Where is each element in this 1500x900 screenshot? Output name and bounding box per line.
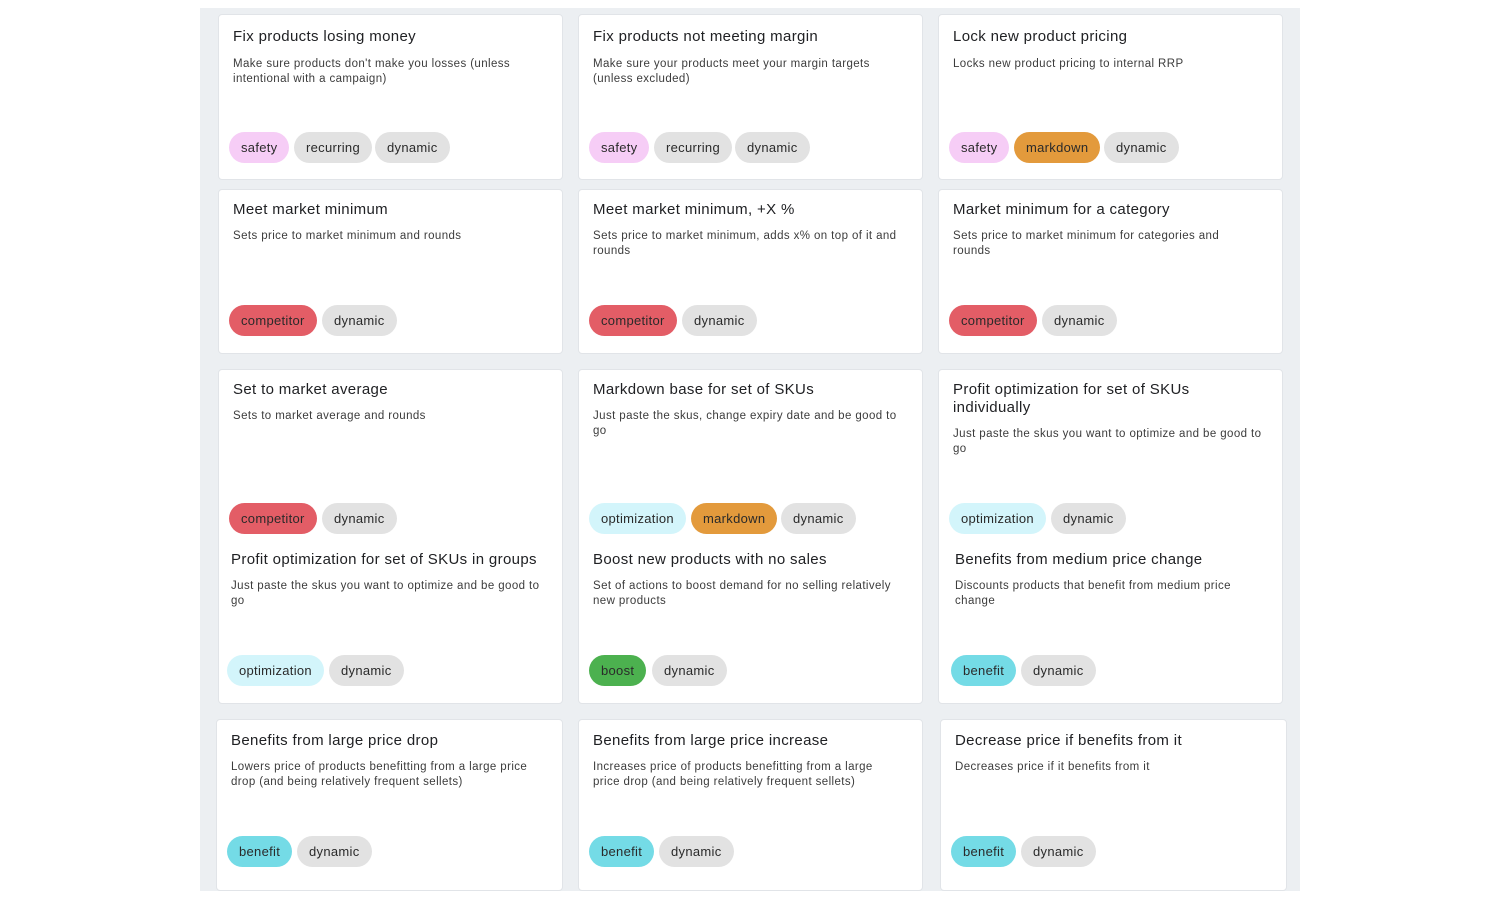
tag-dynamic[interactable]: dynamic: [1021, 836, 1096, 867]
tag-competitor[interactable]: competitor: [589, 305, 677, 336]
tag-dynamic[interactable]: dynamic: [659, 836, 734, 867]
template-card-benefits-large-price-increase[interactable]: Benefits from large price increase Incre…: [578, 719, 923, 891]
tag-optimization[interactable]: optimization: [949, 503, 1046, 534]
card-title-boost-new-products[interactable]: Boost new products with no sales: [593, 551, 827, 568]
card-title: Meet market minimum: [233, 201, 389, 218]
template-card-fix-products-not-meeting-margin[interactable]: Fix products not meeting margin Make sur…: [578, 14, 923, 180]
card-description: Make sure your products meet your margin…: [593, 58, 870, 85]
card-title: Decrease price if benefits from it: [955, 732, 1182, 749]
template-card-profit-optimization-individually[interactable]: Profit optimization for set of SKUs indi…: [938, 369, 1283, 704]
card-title: Benefits from large price increase: [593, 732, 829, 749]
template-card-meet-market-minimum[interactable]: Meet market minimum Sets price to market…: [218, 189, 563, 354]
tag-dynamic[interactable]: dynamic: [652, 655, 727, 686]
tag-safety[interactable]: safety: [949, 132, 1010, 163]
tag-benefit[interactable]: benefit: [589, 836, 655, 867]
card-description: Just paste the skus, change expiry date …: [593, 410, 897, 437]
template-card-fix-products-losing-money[interactable]: Fix products losing money Make sure prod…: [218, 14, 563, 180]
card-description: Sets to market average and rounds: [233, 410, 426, 422]
card-description: Locks new product pricing to internal RR…: [953, 58, 1184, 70]
template-board: Fix products losing money Make sure prod…: [200, 8, 1300, 891]
card-description: Lowers price of products benefitting fro…: [231, 761, 528, 788]
card-title-benefits-medium-price-change[interactable]: Benefits from medium price change: [955, 551, 1203, 568]
template-card-market-minimum-for-category[interactable]: Market minimum for a category Sets price…: [938, 189, 1283, 354]
tag-dynamic[interactable]: dynamic: [375, 132, 450, 163]
card-title: Lock new product pricing: [953, 28, 1128, 45]
tag-dynamic[interactable]: dynamic: [1051, 503, 1126, 534]
tag-dynamic[interactable]: dynamic: [682, 305, 757, 336]
tag-dynamic[interactable]: dynamic: [1042, 305, 1117, 336]
tag-safety[interactable]: safety: [589, 132, 650, 163]
tag-competitor[interactable]: competitor: [229, 503, 317, 534]
card-title: Benefits from large price drop: [231, 732, 439, 749]
card-description: Increases price of products benefitting …: [593, 761, 873, 788]
card-description: Just paste the skus you want to optimize…: [953, 428, 1262, 455]
tag-benefit[interactable]: benefit: [227, 836, 293, 867]
card-title: Markdown base for set of SKUs: [593, 381, 815, 398]
tag-dynamic[interactable]: dynamic: [1104, 132, 1179, 163]
tag-benefit[interactable]: benefit: [951, 836, 1017, 867]
tag-safety[interactable]: safety: [229, 132, 290, 163]
tag-dynamic[interactable]: dynamic: [322, 305, 397, 336]
card-description: Discounts products that benefit from med…: [955, 580, 1231, 607]
card-description: Set of actions to boost demand for no se…: [593, 580, 891, 607]
card-title: Fix products losing money: [233, 28, 416, 45]
tag-benefit[interactable]: benefit: [951, 655, 1017, 686]
template-card-decrease-price-if-benefits[interactable]: Decrease price if benefits from it Decre…: [940, 719, 1287, 891]
tag-dynamic[interactable]: dynamic: [322, 503, 397, 534]
tag-markdown[interactable]: markdown: [1014, 132, 1101, 163]
card-description: Sets price to market minimum, adds x% on…: [593, 230, 897, 257]
tag-dynamic[interactable]: dynamic: [329, 655, 404, 686]
card-description: Make sure products don't make you losses…: [233, 58, 511, 85]
tag-optimization[interactable]: optimization: [589, 503, 686, 534]
template-card-lock-new-product-pricing[interactable]: Lock new product pricing Locks new produ…: [938, 14, 1283, 180]
tag-markdown[interactable]: markdown: [691, 503, 778, 534]
template-card-benefits-large-price-drop[interactable]: Benefits from large price drop Lowers pr…: [216, 719, 563, 891]
card-title: Market minimum for a category: [953, 201, 1170, 218]
card-title: Profit optimization for set of SKUs indi…: [953, 381, 1190, 416]
card-description: Sets price to market minimum and rounds: [233, 230, 462, 242]
tag-recurring[interactable]: recurring: [294, 132, 372, 163]
card-description: Just paste the skus you want to optimize…: [231, 580, 540, 607]
card-title: Set to market average: [233, 381, 388, 398]
tag-dynamic[interactable]: dynamic: [781, 503, 856, 534]
template-card-markdown-base-for-set-of-skus[interactable]: Markdown base for set of SKUs Just paste…: [578, 369, 923, 704]
card-title-profit-optimization-groups[interactable]: Profit optimization for set of SKUs in g…: [231, 551, 537, 568]
card-description: Decreases price if it benefits from it: [955, 761, 1150, 773]
template-card-meet-market-minimum-plus-x[interactable]: Meet market minimum, +X % Sets price to …: [578, 189, 923, 354]
tag-boost[interactable]: boost: [589, 655, 647, 686]
tag-dynamic[interactable]: dynamic: [735, 132, 810, 163]
card-title: Meet market minimum, +X %: [593, 201, 795, 218]
tag-recurring[interactable]: recurring: [654, 132, 732, 163]
card-description: Sets price to market minimum for categor…: [953, 230, 1220, 257]
tag-competitor[interactable]: competitor: [229, 305, 317, 336]
tag-dynamic[interactable]: dynamic: [297, 836, 372, 867]
card-title: Fix products not meeting margin: [593, 28, 819, 45]
tag-optimization[interactable]: optimization: [227, 655, 324, 686]
template-card-set-to-market-average[interactable]: Set to market average Sets to market ave…: [218, 369, 563, 704]
tag-dynamic[interactable]: dynamic: [1021, 655, 1096, 686]
tag-competitor[interactable]: competitor: [949, 305, 1037, 336]
